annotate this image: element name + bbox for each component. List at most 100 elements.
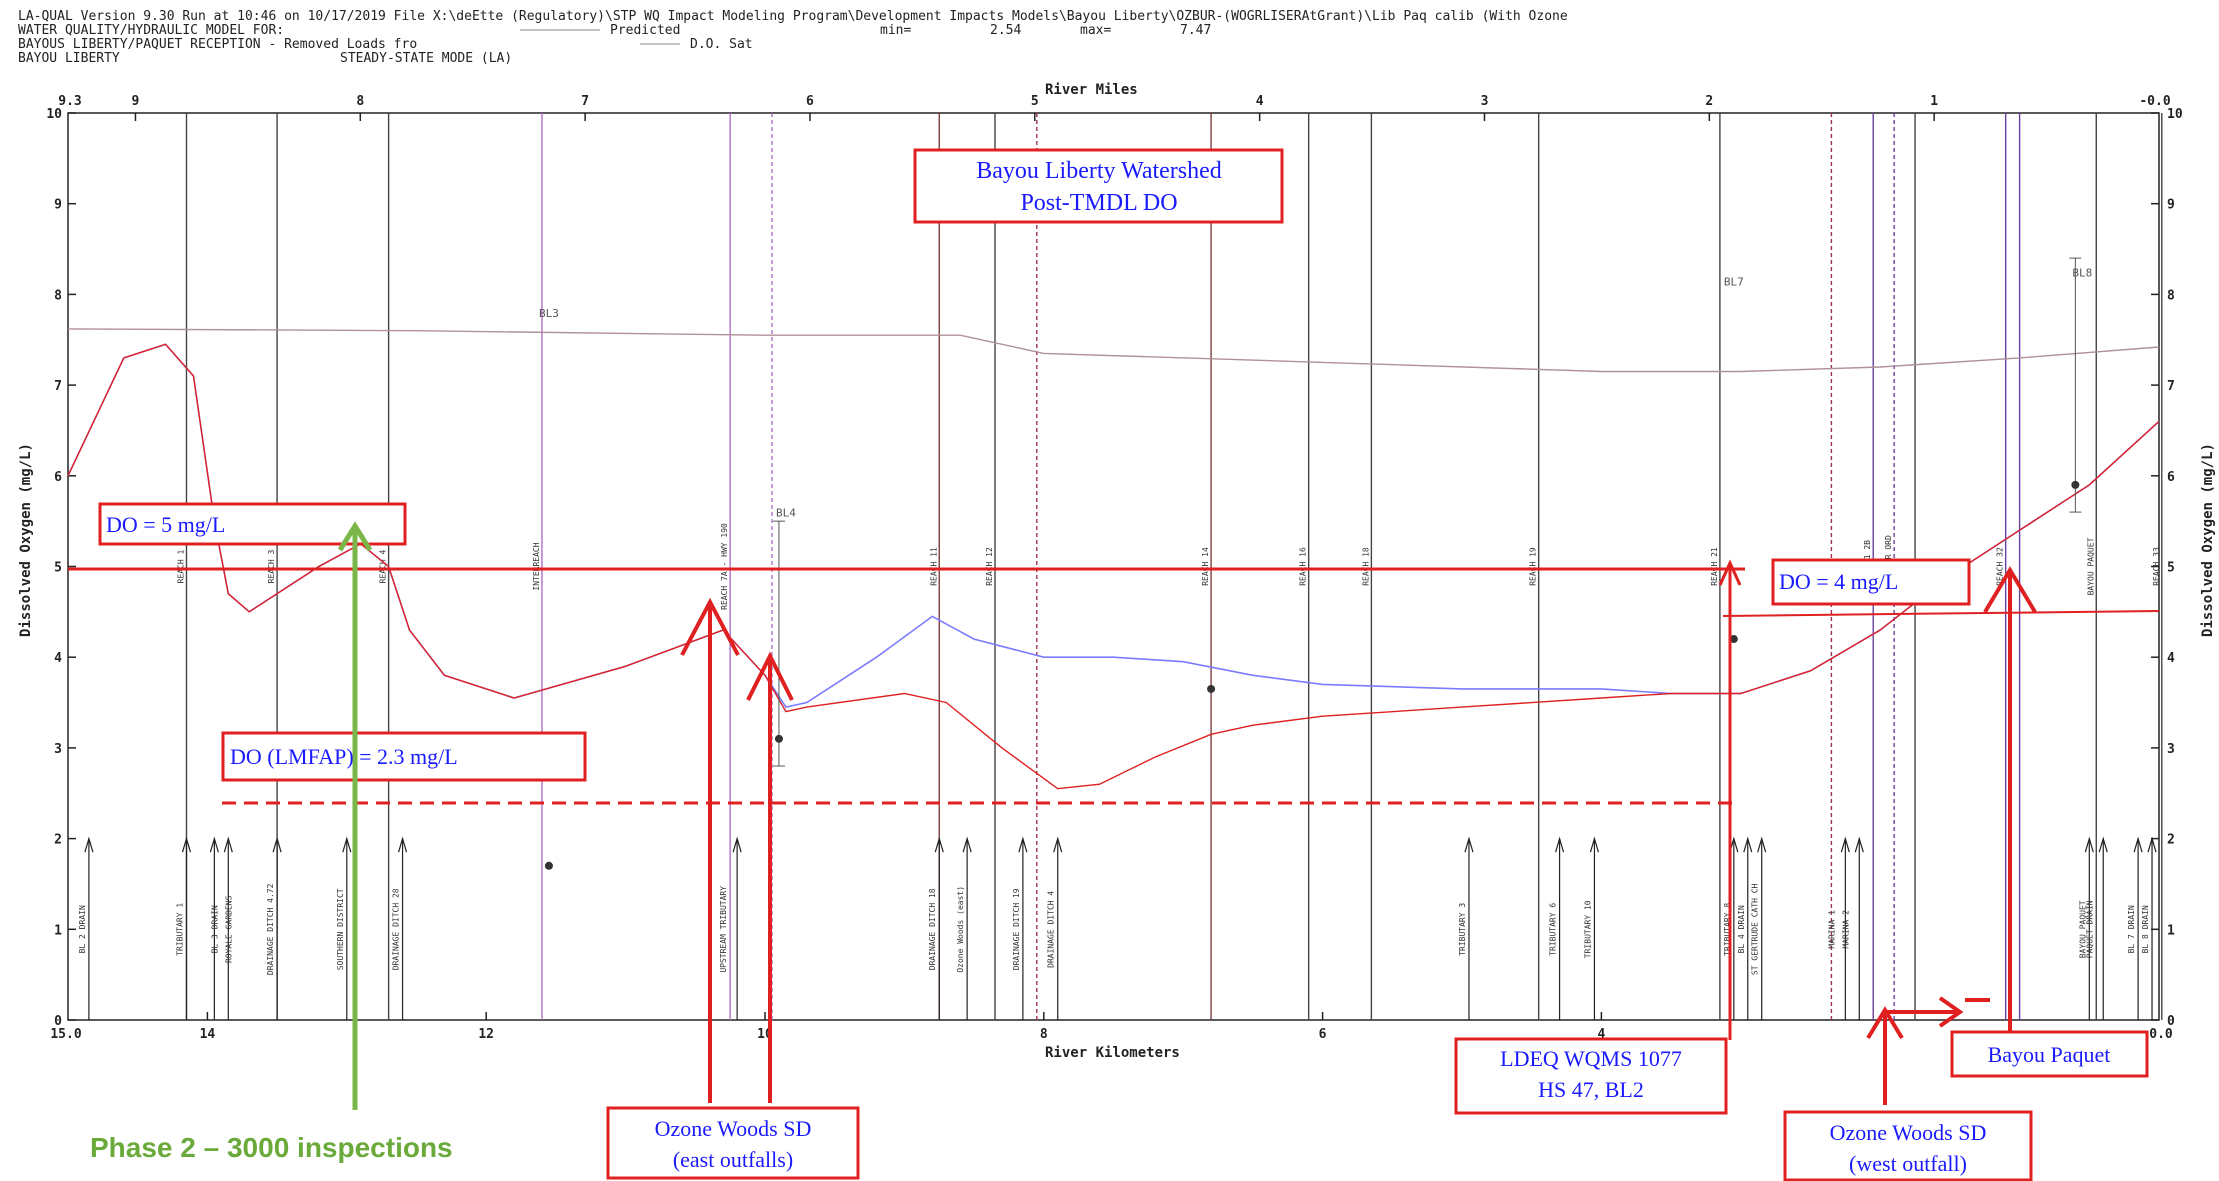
y-tick-label-right: 2 — [2167, 833, 2175, 848]
reach-label: REACH 7A - HWY 190 — [720, 523, 729, 610]
inflow-arrowhead — [2098, 836, 2108, 853]
reach-label: REACH 1 — [176, 549, 185, 583]
inflow-arrowhead — [934, 836, 944, 853]
mile-tick-label: 5 — [1031, 94, 1039, 109]
y-tick-label: 4 — [54, 651, 62, 666]
inflow-label: BL 7 DRAIN — [2127, 905, 2136, 953]
y-tick-label: 8 — [54, 288, 62, 303]
y-tick-label: 2 — [54, 833, 62, 848]
y-tick-label-right: 7 — [2167, 379, 2175, 394]
inflow-label: MARINA 2 — [1841, 910, 1850, 949]
y-tick-label-right: 4 — [2167, 651, 2175, 666]
bayou-paquet-box — [1950, 1030, 2149, 1078]
y-tick-label: 1 — [54, 923, 62, 938]
y-tick-label-right: 6 — [2167, 470, 2175, 485]
station-label: BL3 — [539, 307, 559, 320]
ozone-east-line1: Ozone Woods SD — [655, 1116, 812, 1141]
legend-do-sat: D.O. Sat — [690, 37, 753, 52]
station-label: BL7 — [1724, 275, 1744, 288]
mile-tick-label: 3 — [1481, 94, 1489, 109]
inflow-arrowhead — [2147, 836, 2157, 853]
inflow-arrowhead — [1840, 836, 1850, 853]
y-tick-label-right: 1 — [2167, 923, 2175, 938]
inflow-label: TRIBUTARY 8 — [1723, 903, 1732, 956]
do-lmfap-box — [221, 731, 587, 782]
header-max-label: max= — [1080, 23, 1111, 38]
inflow-arrowhead — [1743, 836, 1753, 853]
y-axis-title-left: Dissolved Oxygen (mg/L) — [18, 443, 34, 637]
mile-tick-label: 6 — [806, 94, 814, 109]
x-tick-label: 4 — [1597, 1027, 1605, 1042]
reach-label: REACH 16 — [1299, 547, 1308, 586]
do5-label: DO = 5 mg/L — [106, 512, 225, 537]
obs-point — [774, 734, 783, 743]
obs-point — [544, 861, 553, 870]
inflow-label: ST GERTRUDE CATH CH — [1751, 883, 1760, 975]
inflow-arrowhead — [223, 836, 233, 853]
phase2-label: Phase 2 – 3000 inspections — [90, 1132, 453, 1163]
ozone-east-box — [606, 1106, 860, 1180]
inflow-label: SOUTHERN DISTRICT — [336, 888, 345, 970]
ozone-west-arrows — [1866, 996, 1990, 1105]
inflow-arrowhead — [1555, 836, 1565, 853]
x-tick-label: 14 — [200, 1027, 216, 1042]
reach-label: REACH 32 — [1996, 547, 2005, 586]
inflow-label: BL 4 DRAIN — [1737, 905, 1746, 953]
inflow-arrowhead — [272, 836, 282, 853]
mile-tick-label: 7 — [581, 94, 589, 109]
ozone-west-box — [1783, 1110, 2033, 1181]
mile-tick-label: 9 — [132, 94, 140, 109]
ozone-east-arrows — [680, 597, 794, 1103]
reach-label: REACH 14 — [1201, 547, 1210, 586]
inflow-label: BL 2 DRAIN — [78, 905, 87, 953]
ldeq-arrow — [1718, 559, 1742, 1040]
header-line-1: LA-QUAL Version 9.30 Run at 10:46 on 10/… — [18, 9, 1568, 24]
header-line-3: BAYOUS LIBERTY/PAQUET RECEPTION - Remove… — [18, 37, 417, 52]
reach-label: REACH 11 — [929, 547, 938, 586]
do-lmfap-label: DO (LMFAP) = 2.3 mg/L — [230, 744, 458, 769]
inflow-label: PAQUET DRAIN — [2085, 900, 2094, 958]
inflow-arrowhead — [1018, 836, 1028, 853]
inflow-arrowhead — [181, 836, 192, 853]
do4-box — [1771, 558, 1971, 606]
inflow-arrowhead — [732, 836, 742, 853]
series-line-2 — [67, 343, 2160, 790]
reach-label: REACH 21 — [1710, 547, 1719, 586]
bottom-axis-title: River Kilometers — [1045, 1045, 1180, 1061]
ozone-west-line1: Ozone Woods SD — [1830, 1120, 1987, 1145]
obs-point — [1729, 635, 1738, 644]
x-tick-label: 12 — [478, 1027, 494, 1042]
inflow-arrowhead — [2133, 836, 2143, 853]
ozone-east-line2: (east outfalls) — [673, 1147, 793, 1172]
y-tick-label-right: 5 — [2167, 561, 2175, 576]
inflow-arrowhead — [1053, 836, 1063, 853]
y-tick-label-right: 3 — [2167, 742, 2175, 757]
y-tick-label: 0 — [54, 1014, 62, 1029]
y-tick-label-right: 10 — [2167, 107, 2183, 122]
inflow-label: DRAINAGE DITCH 4 — [1047, 891, 1056, 968]
x-tick-label: 8 — [1040, 1027, 1048, 1042]
station-label: BL4 — [776, 507, 796, 520]
legend-predicted: Predicted — [610, 23, 680, 38]
reach-label: BAYOU PAQUET — [2086, 537, 2095, 595]
top-axis-title: River Miles — [1045, 82, 1138, 98]
inflow-arrowhead — [962, 836, 972, 853]
y-tick-label: 3 — [54, 742, 62, 757]
inflow-label: MARINA 1 — [1827, 910, 1836, 949]
do4-line — [1722, 610, 2160, 617]
mile-tick-label: 2 — [1705, 94, 1713, 109]
series-line-3 — [67, 328, 2160, 373]
header-max-value: 7.47 — [1180, 23, 1211, 38]
inflow-arrowhead — [84, 836, 94, 853]
y-tick-label: 10 — [46, 107, 62, 122]
x-end-label-left: 15.0 — [50, 1027, 81, 1042]
reach-label: INTERREACH — [532, 542, 541, 590]
reach-label: REACH 12 — [985, 547, 994, 586]
y-tick-label: 7 — [54, 379, 62, 394]
reach-label: REACH 3 — [267, 549, 276, 583]
y-tick-label: 9 — [54, 198, 62, 213]
header-line-2: WATER QUALITY/HYDRAULIC MODEL FOR: — [18, 23, 284, 38]
inflow-label: TRIBUTARY 6 — [1549, 903, 1558, 956]
